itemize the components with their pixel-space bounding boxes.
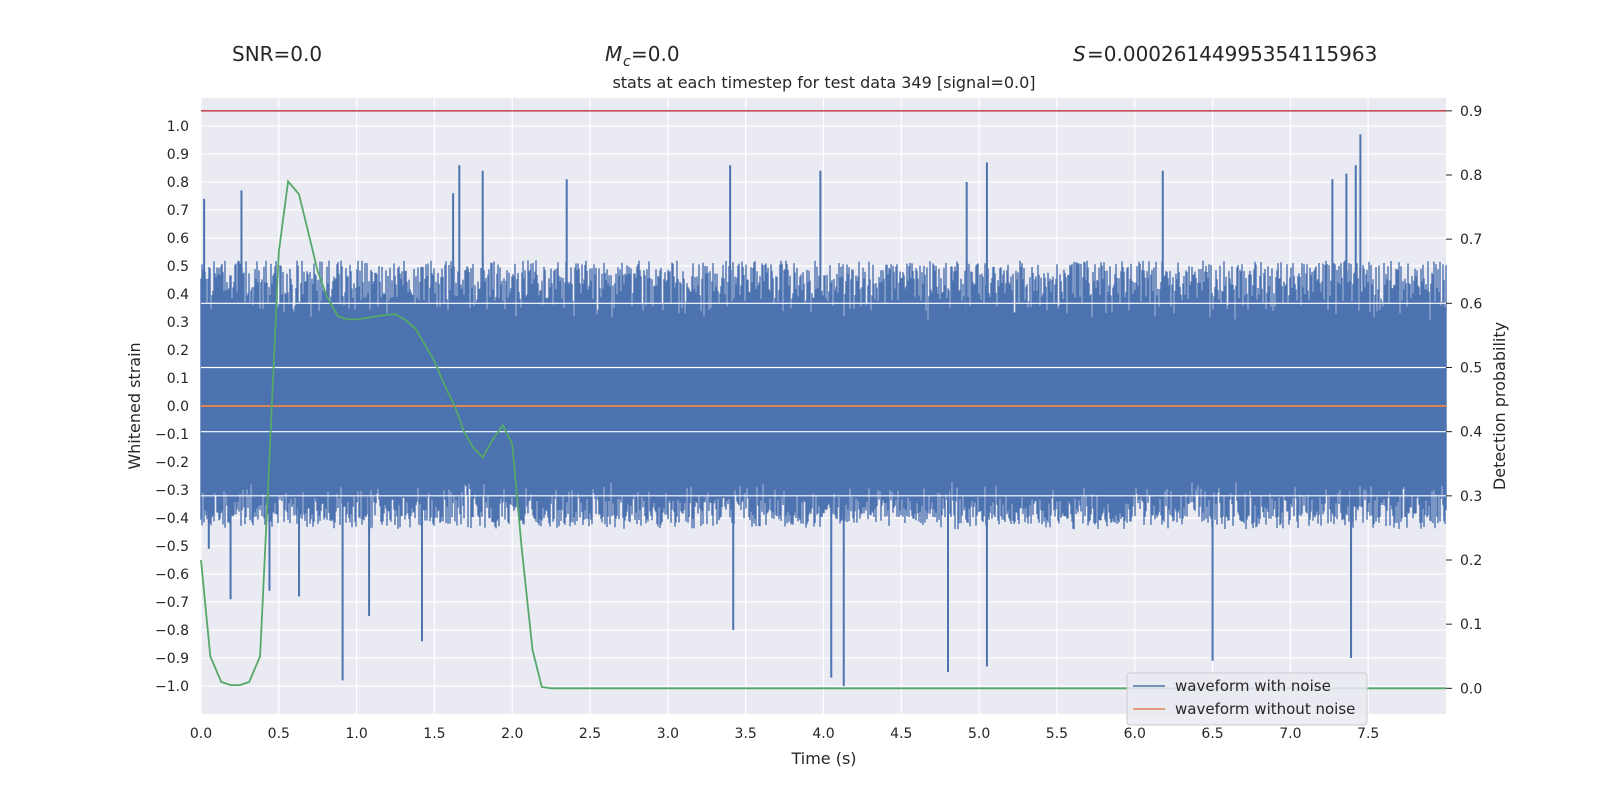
y-left-axis-label: Whitened strain: [125, 342, 144, 469]
x-tick-label: 2.5: [579, 726, 601, 742]
x-tick-label: 6.5: [1201, 726, 1223, 742]
mc-label: M c =0.0: [605, 42, 680, 70]
y-left-tick-label: −0.4: [155, 511, 189, 527]
y-left-tick-label: −0.2: [155, 455, 189, 471]
x-tick-label: 3.5: [735, 726, 757, 742]
x-tick-label: 0.0: [190, 726, 212, 742]
y-right-tick-label: 0.3: [1460, 489, 1482, 505]
y-left-tick-label: −0.7: [155, 595, 189, 611]
y-right-tick-label: 0.9: [1460, 104, 1482, 120]
legend: waveform with noise waveform without noi…: [1126, 672, 1368, 726]
y-left-tick-label: 0.7: [167, 203, 189, 219]
detection-probability-line: [200, 179, 1446, 690]
y-right-tick-label: 0.7: [1460, 232, 1482, 248]
x-tick-label: 4.0: [812, 726, 834, 742]
snr-label: SNR=0.0: [232, 42, 322, 66]
x-tick-label: 7.5: [1357, 726, 1379, 742]
noise-series: [200, 134, 1447, 686]
y-left-tick-label: −1.0: [155, 679, 189, 695]
s-symbol: S: [1073, 42, 1086, 66]
y-left-tick-label: −0.8: [155, 623, 189, 639]
mc-subscript: c: [623, 54, 631, 70]
y-left-tick-label: 0.0: [167, 399, 189, 415]
x-tick-label: 0.5: [268, 726, 290, 742]
y-left-tick-label: 0.9: [167, 147, 189, 163]
y-left-tick-label: 0.2: [167, 343, 189, 359]
y-right-tick-label: 0.8: [1460, 168, 1482, 184]
legend-label-noise: waveform with noise: [1175, 677, 1331, 695]
y-left-tick-label: 0.8: [167, 175, 189, 191]
y-right-axis-label: Detection probability: [1490, 322, 1509, 490]
chart-marks: [200, 110, 1446, 690]
y-right-tick-label: 0.0: [1460, 681, 1482, 697]
chart-title: stats at each timestep for test data 349…: [612, 73, 1035, 92]
y-right-tick-label: 0.4: [1460, 425, 1482, 441]
x-tick-label: 6.0: [1124, 726, 1146, 742]
y-right-ticks: 0.9 0.8 0.7 0.6 0.5 0.4 0.3 0.2 0.1 0.0: [1446, 104, 1482, 697]
y-right-tick-label: 0.5: [1460, 361, 1482, 377]
x-tick-label: 7.0: [1279, 726, 1301, 742]
x-axis-label: Time (s): [790, 749, 856, 768]
mc-value: =0.0: [631, 42, 680, 66]
x-tick-label: 5.0: [968, 726, 990, 742]
y-left-tick-label: −0.1: [155, 427, 189, 443]
y-left-tick-label: 0.5: [167, 259, 189, 275]
x-tick-label: 4.5: [890, 726, 912, 742]
x-tick-label: 1.5: [423, 726, 445, 742]
y-left-tick-label: −0.9: [155, 651, 189, 667]
x-tick-label: 1.0: [345, 726, 367, 742]
noise-core: [201, 322, 1446, 479]
y-left-tick-label: 1.0: [167, 119, 189, 135]
s-value: =0.00026144995354115963: [1087, 42, 1377, 66]
y-left-tick-label: −0.3: [155, 483, 189, 499]
legend-label-clean: waveform without noise: [1175, 700, 1355, 718]
x-tick-label: 5.5: [1046, 726, 1068, 742]
mc-symbol: M: [605, 42, 622, 66]
s-label: S =0.00026144995354115963: [1073, 42, 1377, 66]
y-left-tick-label: −0.6: [155, 567, 189, 583]
x-tick-label: 3.0: [657, 726, 679, 742]
y-left-ticks: 1.0 0.9 0.8 0.7 0.6 0.5 0.4 0.3 0.2 0.1 0.0 −0.1 −0.…: [155, 119, 189, 695]
x-axis-ticks: 0.0 0.5 1.0 1.5 2.0 2.5 3.0 3.5 4.0 4.5 5.0 5.5 6.0 6…: [190, 726, 1379, 742]
y-left-tick-label: −0.5: [155, 539, 189, 555]
legend-box: [1126, 672, 1368, 726]
y-left-tick-label: 0.6: [167, 231, 189, 247]
y-left-tick-label: 0.4: [167, 287, 189, 303]
y-right-tick-label: 0.2: [1460, 553, 1482, 569]
y-left-tick-label: 0.3: [167, 315, 189, 331]
y-right-tick-label: 0.1: [1460, 617, 1482, 633]
y-left-tick-label: 0.1: [167, 371, 189, 387]
y-right-tick-label: 0.6: [1460, 296, 1482, 312]
x-tick-label: 2.0: [501, 726, 523, 742]
